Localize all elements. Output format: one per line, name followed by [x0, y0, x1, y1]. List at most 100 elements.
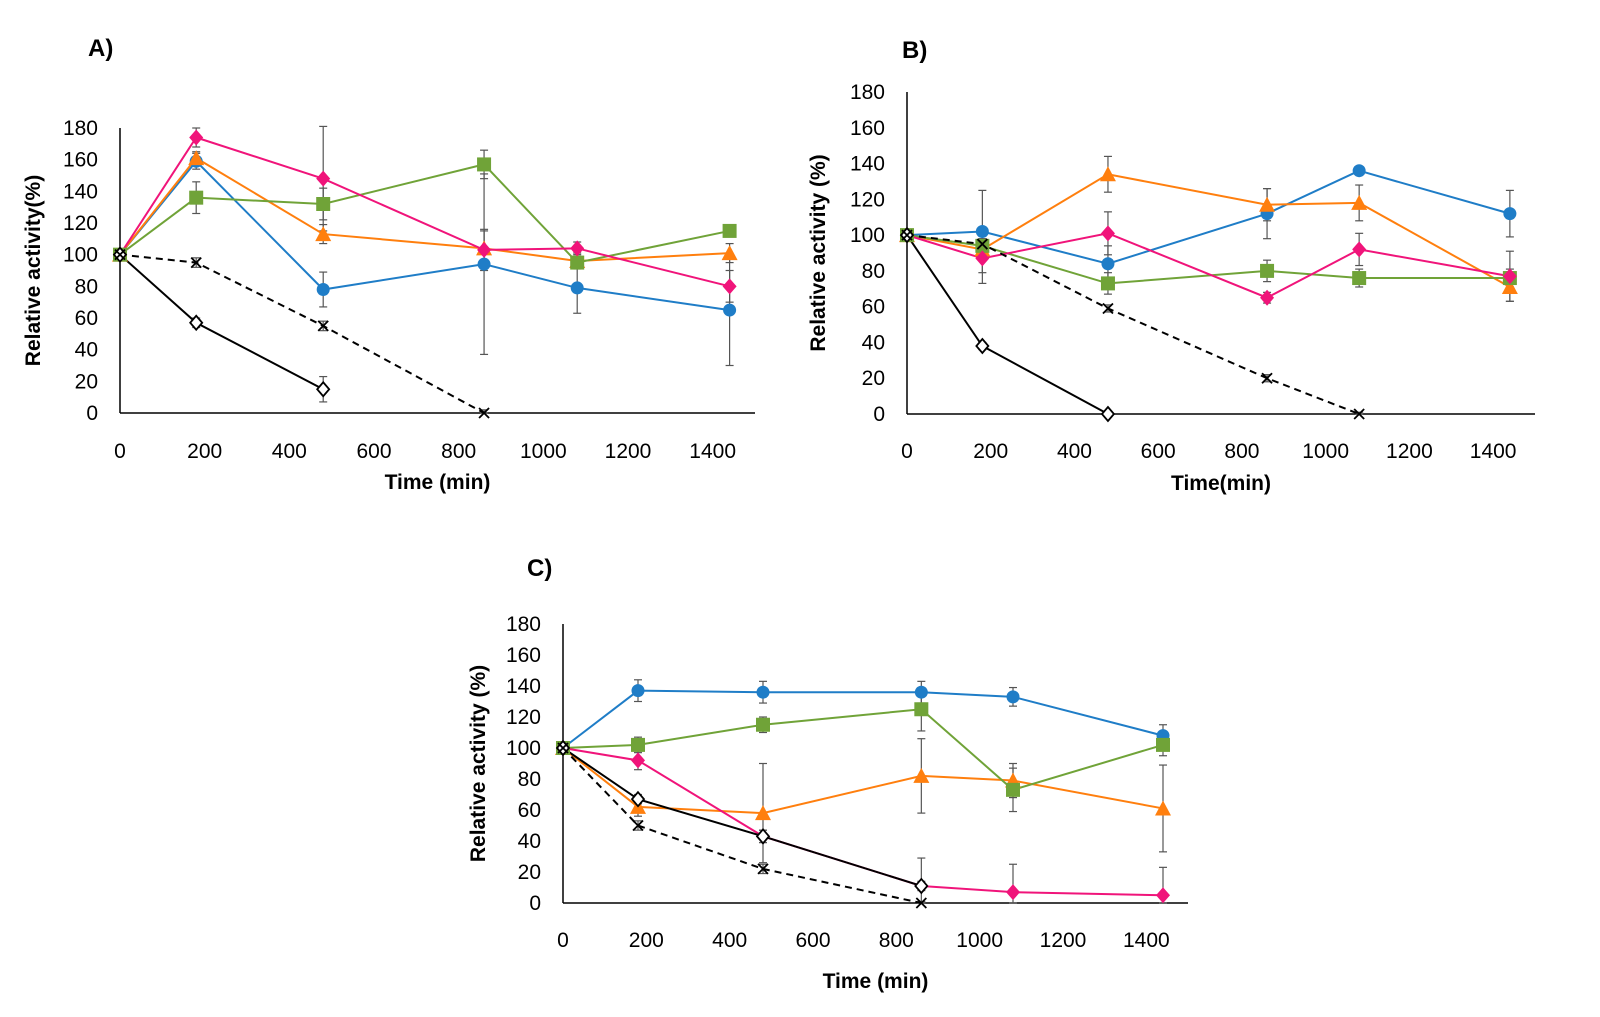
y-tick-label: 40: [518, 830, 541, 853]
y-axis-title: Relative activity (%): [467, 665, 490, 862]
data-point-orange: [1351, 194, 1368, 210]
data-point-blue: [975, 225, 989, 239]
y-tick-label: 20: [518, 861, 541, 884]
y-tick-label: 0: [873, 403, 885, 426]
series-line-green: [119, 163, 730, 264]
series-line-blue: [119, 159, 730, 312]
x-tick-label: 800: [879, 929, 914, 952]
y-tick-label: 120: [506, 706, 541, 729]
data-point-pink: [722, 278, 737, 295]
data-point-pink: [631, 752, 645, 769]
data-point-blue: [1101, 257, 1115, 271]
y-tick-label: 100: [506, 737, 541, 760]
y-tick-label: 180: [63, 117, 98, 140]
data-point-blue: [570, 281, 584, 295]
data-point-green: [722, 223, 737, 238]
y-tick-label: 100: [850, 224, 885, 247]
data-point-green: [189, 190, 204, 205]
series-line-green: [906, 234, 1510, 285]
panel-label: A): [88, 35, 113, 62]
data-point-black-dashed: [478, 407, 490, 419]
y-tick-label: 20: [862, 367, 885, 390]
data-point-pink: [477, 241, 492, 258]
data-point-pink: [570, 240, 585, 257]
data-point-black-solid: [975, 337, 990, 355]
data-point-black-dashed: [1102, 302, 1114, 315]
x-tick-label: 200: [187, 440, 222, 463]
data-point-green: [570, 255, 585, 270]
data-point-black-solid: [914, 877, 929, 895]
data-point-pink: [316, 170, 331, 187]
data-point-black-dashed: [915, 897, 927, 909]
data-point-green: [1352, 271, 1367, 286]
x-tick-label: 200: [629, 929, 664, 952]
y-tick-label: 60: [862, 296, 885, 319]
x-tick-label: 1200: [1040, 929, 1087, 952]
y-tick-label: 60: [518, 799, 541, 822]
y-tick-label: 80: [518, 768, 541, 791]
y-tick-label: 100: [63, 244, 98, 267]
y-tick-label: 180: [506, 613, 541, 636]
data-point-pink: [1156, 887, 1170, 904]
x-tick-label: 0: [114, 440, 126, 463]
x-tick-label: 400: [272, 440, 307, 463]
data-point-blue: [723, 303, 737, 317]
data-point-black-solid: [755, 827, 771, 845]
data-point-black-dashed: [976, 238, 988, 250]
data-point-green: [914, 702, 929, 717]
y-tick-label: 0: [529, 892, 541, 915]
data-point-blue: [477, 257, 491, 271]
data-point-green: [1260, 263, 1275, 278]
data-point-black-solid: [189, 314, 204, 332]
data-point-pink: [189, 129, 204, 146]
x-tick-label: 1000: [1302, 440, 1349, 463]
x-tick-label: 1400: [1470, 440, 1517, 463]
data-point-pink: [1502, 268, 1517, 285]
data-point-black-dashed: [1261, 372, 1273, 384]
series-line-orange: [119, 156, 730, 263]
x-tick-label: 600: [795, 929, 830, 952]
y-tick-label: 120: [850, 188, 885, 211]
data-point-orange: [315, 226, 332, 242]
data-point-blue: [1352, 164, 1366, 178]
data-point-black-dashed: [557, 742, 569, 754]
data-point-blue: [1006, 690, 1020, 704]
series-line-pink: [562, 747, 1164, 897]
x-tick-label: 1200: [1386, 440, 1433, 463]
data-point-blue: [914, 685, 928, 699]
data-point-black-solid: [1100, 405, 1116, 423]
series-line-black-dashed: [906, 234, 1360, 415]
x-tick-label: 0: [557, 929, 569, 952]
series-line-black-dashed: [119, 253, 485, 414]
x-tick-label: 800: [1224, 440, 1259, 463]
x-tick-label: 800: [441, 440, 476, 463]
data-point-pink: [1260, 289, 1275, 306]
data-point-blue: [1503, 207, 1517, 221]
y-tick-label: 0: [86, 402, 98, 425]
data-point-pink: [1006, 884, 1020, 901]
series-line-black-dashed: [562, 747, 922, 904]
data-point-blue: [316, 283, 330, 296]
x-axis-title: Time(min): [1171, 472, 1271, 495]
data-point-black-dashed: [1353, 408, 1365, 420]
x-tick-label: 200: [973, 440, 1008, 463]
y-tick-label: 40: [75, 339, 98, 362]
data-point-pink: [1352, 241, 1367, 258]
data-point-black-dashed: [114, 249, 126, 261]
x-tick-label: 400: [712, 929, 747, 952]
series-line-orange: [906, 173, 1511, 288]
y-tick-label: 160: [63, 149, 98, 172]
data-point-green: [1156, 737, 1170, 752]
series-line-black-solid: [119, 253, 324, 391]
y-tick-label: 140: [63, 180, 98, 203]
data-point-black-dashed: [632, 819, 644, 832]
data-point-black-dashed: [757, 863, 769, 875]
y-tick-label: 160: [850, 117, 885, 140]
data-point-orange: [755, 805, 771, 821]
data-point-pink: [1100, 225, 1115, 242]
data-point-green: [477, 157, 492, 172]
y-tick-label: 180: [850, 81, 885, 104]
data-point-green: [1100, 276, 1115, 291]
y-tick-label: 80: [75, 275, 98, 298]
